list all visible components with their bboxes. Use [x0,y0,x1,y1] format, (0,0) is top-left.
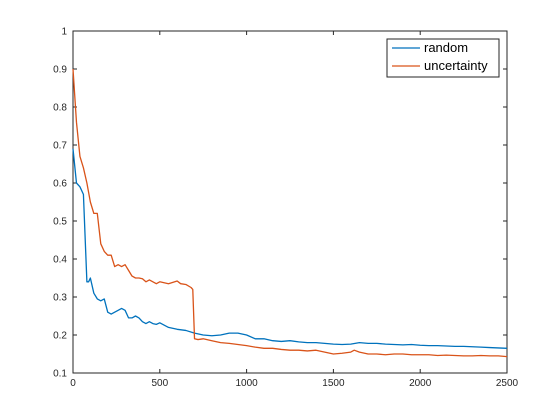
y-tick-label: 0.4 [53,255,67,266]
y-tick-label: 0.7 [53,141,67,152]
y-tick-label: 0.6 [53,179,67,190]
y-tick-label: 1 [61,27,67,38]
legend-label-uncertainty: uncertainty [424,58,488,73]
series-line-random [72,148,508,349]
x-tick-label: 2500 [496,378,519,389]
y-tick-label: 0.5 [53,217,67,228]
y-tick-label: 0.1 [53,369,67,380]
legend-box [386,38,500,78]
series-line-uncertainty [72,68,508,358]
x-tick-label: 2000 [409,378,432,389]
legend-label-random: random [424,40,468,55]
x-tick-label: 1500 [322,378,345,389]
y-tick-label: 0.2 [53,331,67,342]
x-tick-label: 0 [70,378,76,389]
y-tick-label: 0.3 [53,293,67,304]
y-tick-label: 0.9 [53,65,67,76]
legend: random uncertainty [386,38,500,78]
x-tick-label: 500 [151,378,168,389]
axis-tick-labels: 0 500 1000 1500 2000 2500 0.1 0.2 0.3 0.4 0.5 0.6 0.… [53,27,518,390]
plot-area [72,30,508,374]
x-tick-label: 1000 [235,378,258,389]
series-layer [72,68,508,358]
y-tick-label: 0.8 [53,103,67,114]
